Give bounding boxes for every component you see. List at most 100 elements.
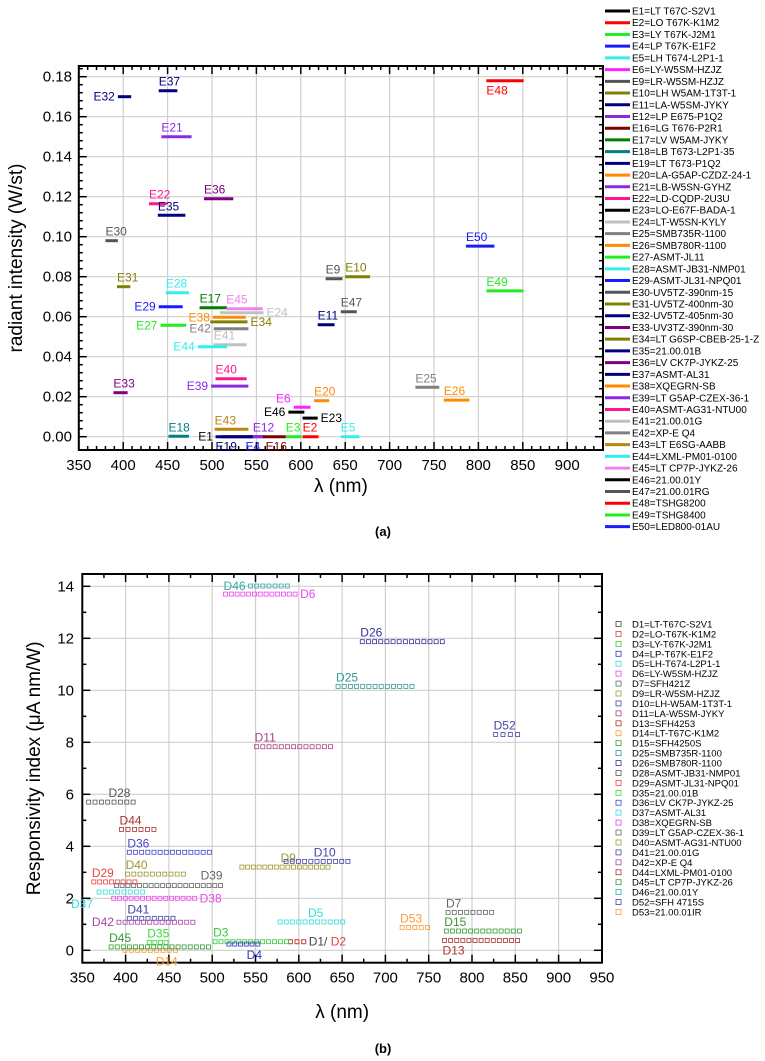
- legend-item-e5: E5=LH T674-L2P1-1: [605, 53, 724, 64]
- series-label-e16: E16: [266, 440, 288, 454]
- series-point-d53: [418, 925, 424, 930]
- series-point-d25: [341, 684, 347, 689]
- series-point-d45: [181, 944, 187, 950]
- series-label-e6: E6: [276, 391, 291, 405]
- series-label-e30: E30: [105, 225, 127, 239]
- series-d52: D52: [493, 719, 521, 737]
- series-point-d10: [333, 858, 338, 864]
- legend-label: E4=LP T67K-E1F2: [632, 42, 716, 53]
- series-point-d46: [248, 583, 253, 589]
- series-point-d45: [145, 944, 151, 950]
- x-tick-label: 850: [510, 457, 535, 474]
- series-point-d10: [326, 858, 332, 864]
- series-point-d39: [131, 883, 137, 888]
- series-label-e10: E10: [345, 261, 367, 275]
- series-label-e3: E3: [286, 421, 301, 435]
- series-point-d25: [409, 684, 415, 689]
- legend-swatch: [615, 869, 622, 876]
- legend-swatch: [615, 799, 622, 806]
- series-point-d7: [470, 909, 476, 915]
- legend-label: D28=ASMT-JB31-NMP01: [632, 768, 741, 779]
- series-point-d42: [165, 919, 171, 925]
- series-point-d9: [319, 864, 325, 870]
- series-e37: E37: [158, 75, 180, 93]
- series-e49: E49: [486, 275, 524, 293]
- series-point-d36: [133, 849, 138, 855]
- series-point-d26: [359, 639, 365, 645]
- x-tick-label: 350: [70, 970, 95, 987]
- series-point-d52: [493, 732, 499, 737]
- series-label-e31: E31: [117, 271, 139, 285]
- series-label-d53: D53: [400, 911, 422, 925]
- series-point-d10: [345, 858, 351, 864]
- series-label-e42: E42: [189, 322, 211, 336]
- series-point-d37: [140, 889, 146, 895]
- series-point-d11: [303, 744, 309, 750]
- x-tick-label: 650: [333, 457, 358, 474]
- series-point-d36: [157, 849, 163, 855]
- legend-item-e30: E30-UV5TZ-390nm-15: [605, 288, 734, 299]
- series-point-d26: [402, 639, 408, 645]
- legend-label: E24=LT-W5SN-KYLY: [632, 217, 727, 228]
- series-e22: E22: [148, 188, 171, 206]
- legend-label: E9=LR-W5SM-HZJZ: [632, 77, 724, 88]
- series-point-d6: [252, 591, 257, 597]
- series-label-e36: E36: [204, 183, 226, 197]
- series-point-d40: [149, 871, 155, 877]
- y-tick-label: 6: [66, 786, 74, 803]
- legend-item-e36: E36=LV CK7P-JYKZ-25: [605, 358, 739, 369]
- legend-label: D36=LV CK7P-JYKZ-25: [632, 798, 733, 809]
- series-point-d4: [243, 941, 249, 947]
- series-d37: D37: [71, 889, 146, 911]
- series-point-d26: [439, 639, 445, 645]
- series-point-d40: [137, 871, 143, 877]
- legend-item-d11: D11=LA-W5SM-JYKY: [615, 709, 725, 720]
- legend-label: E43=LT E6SG-AABB: [632, 440, 726, 451]
- x-tick-label: 800: [459, 970, 484, 987]
- legend-label: D9=LR-W5SM-HZJZ: [632, 689, 720, 700]
- series-point-d13: [472, 938, 478, 943]
- series-point-d6: [275, 591, 281, 597]
- series-point-d26: [378, 639, 384, 645]
- legend-item-e48: E48=TSHG8200: [605, 499, 706, 510]
- series-e19: E19: [215, 435, 253, 454]
- series-point-d9: [262, 864, 268, 870]
- series-point-d26: [415, 639, 421, 645]
- series-point-d13: [496, 938, 502, 943]
- series-point-d42: [141, 919, 146, 925]
- legend-item-e22: E22=LD-CQDP-2U3U: [605, 194, 730, 205]
- series-point-d9: [314, 864, 319, 870]
- series-point-d46: [260, 583, 266, 589]
- legend-swatch: [615, 760, 622, 766]
- x-tick-label: 400: [111, 457, 136, 474]
- series-label-e35: E35: [158, 199, 180, 213]
- series-label-d11: D11: [255, 731, 276, 745]
- series-point-d11: [315, 744, 321, 750]
- series-d53: D53: [399, 911, 430, 930]
- series-point-d28: [118, 799, 123, 805]
- series-point-d44: [125, 827, 131, 832]
- series-point-d45: [139, 944, 144, 950]
- panel-b-chart: 350 400 450 500 550 600 650 700 750 800 850 900 950 0…: [24, 573, 744, 1056]
- series-point-d7: [445, 909, 451, 915]
- series-label-e39: E39: [187, 379, 209, 393]
- series-label-d35: D35: [147, 927, 169, 941]
- series-e43: E43: [214, 413, 249, 431]
- series-point-d25: [378, 684, 384, 689]
- series-point-d39: [160, 883, 166, 888]
- series-point-d39: [166, 883, 171, 888]
- series-label-e29: E29: [134, 300, 156, 314]
- series-point-d9: [250, 864, 256, 870]
- series-d5: D5: [277, 906, 346, 925]
- series-point-d36: [194, 849, 200, 855]
- series-point-d5: [321, 919, 327, 925]
- legend-label: E34=LT G6SP-CBEB-25-1-Z: [632, 335, 759, 346]
- legend-item-e9: E9=LR-W5SM-HZJZ: [605, 77, 724, 88]
- series-point-d28: [111, 799, 117, 805]
- legend-label: D1=LT-T67C-S2V1: [632, 620, 712, 631]
- series-point-d4: [249, 941, 255, 947]
- legend-item-e24: E24=LT-W5SN-KYLY: [605, 217, 727, 228]
- series-point-d35: [152, 940, 158, 945]
- series-point-d26: [384, 639, 390, 645]
- legend-item-d6: D6=LY-W5SM-HZJZ: [615, 669, 718, 680]
